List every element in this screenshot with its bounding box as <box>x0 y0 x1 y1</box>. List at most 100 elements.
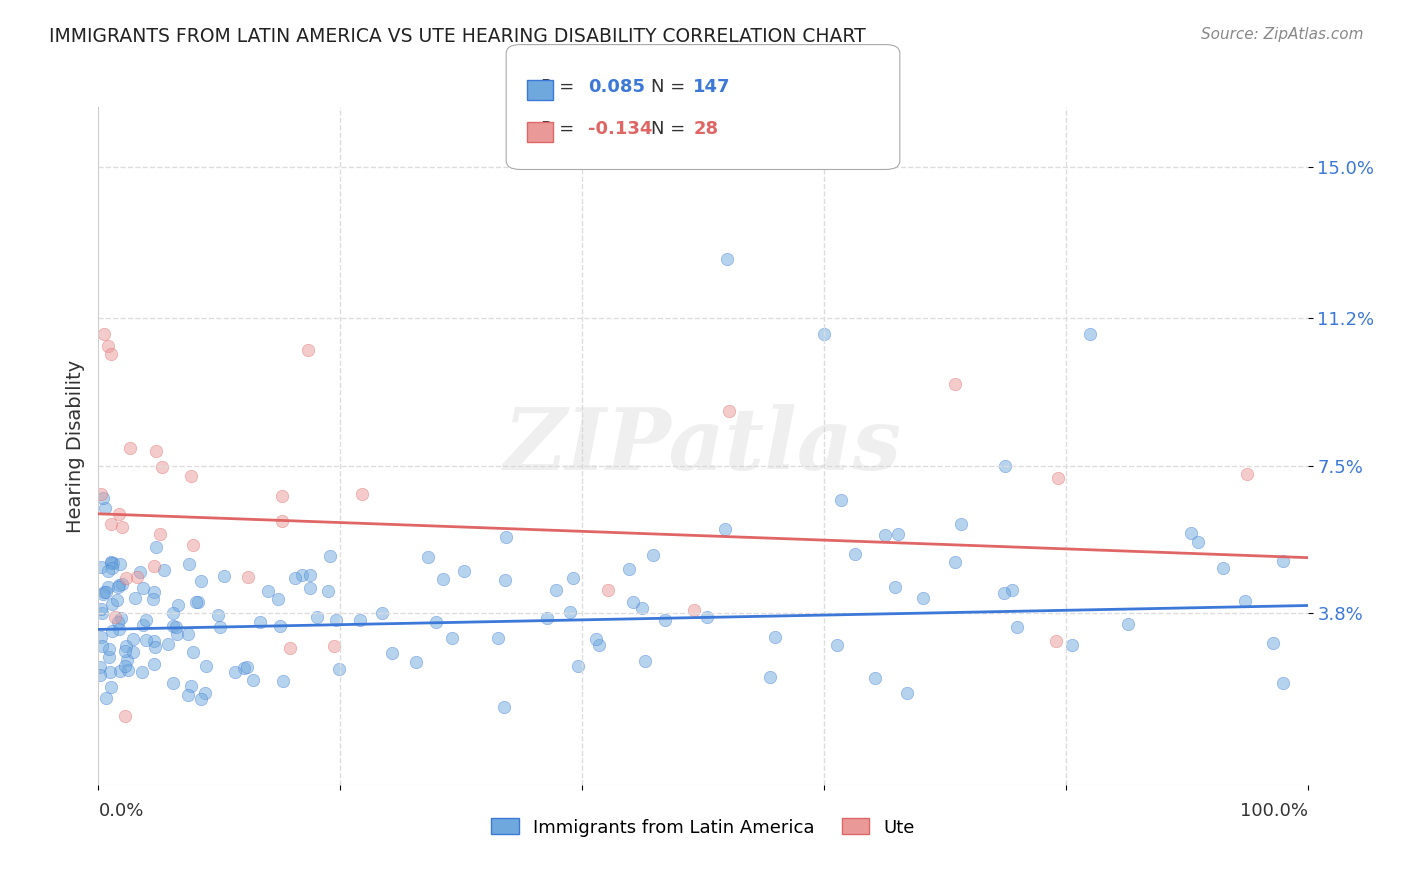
Point <box>167 598 190 612</box>
Point <box>115 653 138 667</box>
Point <box>432 572 454 586</box>
Point <box>305 610 328 624</box>
Point <box>585 632 607 647</box>
Point <box>316 583 339 598</box>
Point <box>1272 554 1295 568</box>
Point <box>416 549 439 564</box>
Point <box>283 571 305 585</box>
Point <box>943 377 966 392</box>
Legend: Immigrants from Latin America, Ute: Immigrants from Latin America, Ute <box>484 811 922 844</box>
Point <box>896 686 918 700</box>
Point <box>950 517 973 532</box>
Point <box>142 591 165 606</box>
Text: 147: 147 <box>693 78 731 96</box>
Point <box>544 583 567 598</box>
Point <box>90 486 112 500</box>
Point <box>716 252 738 266</box>
Point <box>177 558 200 572</box>
Point <box>994 458 1017 473</box>
Point <box>654 613 676 627</box>
Point <box>100 347 122 361</box>
Point <box>142 633 165 648</box>
Point <box>121 645 143 659</box>
Point <box>100 517 122 532</box>
Point <box>120 442 142 456</box>
Point <box>166 627 188 641</box>
Point <box>270 489 292 503</box>
Point <box>242 673 264 688</box>
Point <box>162 607 184 621</box>
Text: N =: N = <box>651 120 690 138</box>
Point <box>1005 620 1028 634</box>
Point <box>714 522 737 536</box>
Point <box>117 664 139 678</box>
Point <box>93 327 115 342</box>
Point <box>143 559 166 574</box>
Text: 100.0%: 100.0% <box>1240 802 1308 820</box>
Point <box>96 691 118 706</box>
Point <box>135 632 157 647</box>
Point <box>145 540 167 554</box>
Point <box>1187 535 1209 549</box>
Point <box>194 686 217 700</box>
Point <box>110 557 132 571</box>
Point <box>1045 634 1067 648</box>
Point <box>249 615 271 630</box>
Point <box>1261 636 1284 650</box>
Point <box>89 659 111 673</box>
Point <box>1116 617 1139 632</box>
Point <box>181 538 204 552</box>
Y-axis label: Hearing Disability: Hearing Disability <box>66 359 84 533</box>
Point <box>236 570 259 584</box>
Point <box>993 586 1015 600</box>
Point <box>177 688 200 702</box>
Point <box>1233 593 1256 607</box>
Point <box>633 654 655 668</box>
Point <box>884 580 907 594</box>
Point <box>536 611 558 625</box>
Point <box>114 708 136 723</box>
Point <box>180 469 202 483</box>
Point <box>124 591 146 605</box>
Point <box>494 573 516 587</box>
Point <box>90 602 112 616</box>
Point <box>104 610 127 624</box>
Point <box>132 618 155 632</box>
Point <box>588 638 610 652</box>
Point <box>186 595 208 609</box>
Point <box>93 585 115 599</box>
Point <box>486 631 509 645</box>
Point <box>371 606 394 620</box>
Text: Source: ZipAtlas.com: Source: ZipAtlas.com <box>1201 27 1364 42</box>
Point <box>101 624 124 638</box>
Point <box>100 561 122 575</box>
Point <box>190 574 212 588</box>
Point <box>696 609 718 624</box>
Point <box>1236 467 1258 481</box>
Point <box>97 649 120 664</box>
Point <box>101 556 124 570</box>
Point <box>98 665 121 679</box>
Point <box>257 583 280 598</box>
Point <box>765 140 787 154</box>
Point <box>153 563 176 577</box>
Point <box>114 658 136 673</box>
Point <box>142 657 165 672</box>
Point <box>682 603 704 617</box>
Point <box>273 673 295 688</box>
Text: 0.085: 0.085 <box>588 78 645 96</box>
Point <box>208 620 231 634</box>
Point <box>758 670 780 684</box>
Point <box>100 555 122 569</box>
Point <box>380 646 402 660</box>
Point <box>1060 638 1083 652</box>
Point <box>567 658 589 673</box>
Point <box>176 626 198 640</box>
Point <box>405 655 427 669</box>
Point <box>131 665 153 680</box>
Point <box>298 568 321 582</box>
Point <box>180 679 202 693</box>
Point <box>943 555 966 569</box>
Point <box>127 570 149 584</box>
Point <box>96 581 118 595</box>
